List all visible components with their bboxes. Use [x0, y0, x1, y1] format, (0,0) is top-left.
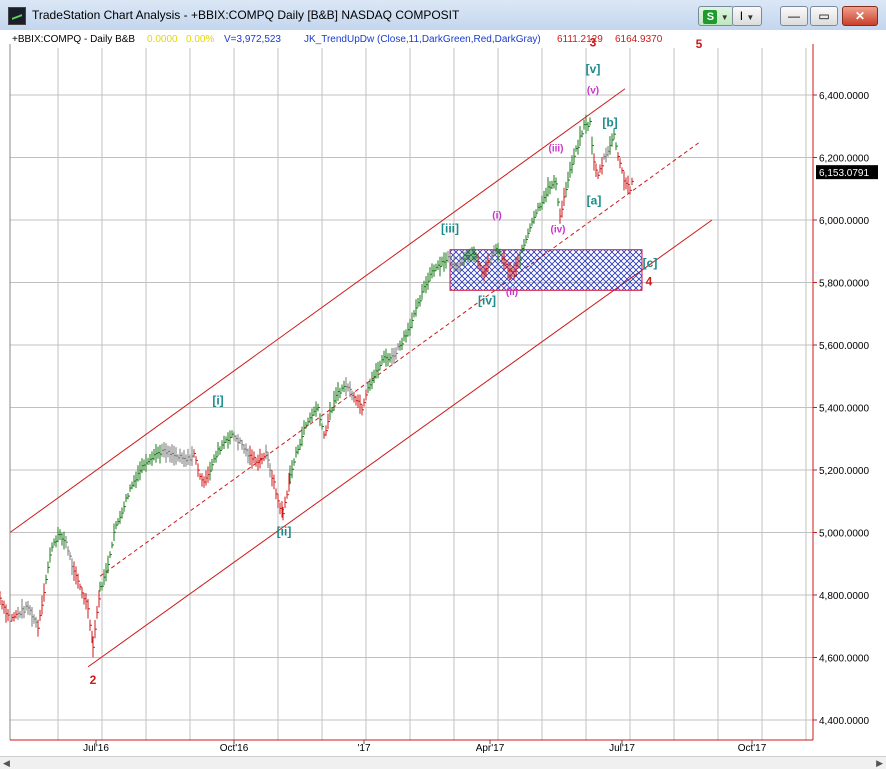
channel-lower-line	[87, 219, 713, 668]
price-tick-label: 4,800.0000	[819, 591, 869, 602]
chart-menu-button[interactable]: I ▼	[732, 6, 762, 26]
wave-label: [a]	[587, 193, 602, 207]
target-zone-box	[449, 249, 643, 291]
wave-labels: 2 3 4 5 [i] [ii] [iii] [iv] [v] [a] [b] [c] (i) (ii) (…	[90, 36, 703, 688]
price-chart[interactable]: 2 3 4 5 [i] [ii] [iii] [iv] [v] [a] [b] [c] (i) (ii) (…	[0, 30, 886, 756]
wave-label: [b]	[602, 115, 617, 129]
price-tick-label: 6,400.0000	[819, 91, 869, 102]
target-zone	[449, 249, 643, 291]
wave-label: (iii)	[549, 143, 564, 154]
chevron-down-icon: ▼	[720, 13, 729, 22]
info-symbol: +BBIX:COMPQ - Daily B&B	[12, 34, 135, 45]
wave-label: (ii)	[506, 287, 518, 298]
wave-label: (i)	[492, 210, 501, 221]
price-tick-label: 6,200.0000	[819, 154, 869, 165]
close-button[interactable]: ✕	[842, 6, 878, 26]
time-tick-label: Oct'16	[220, 743, 249, 754]
wave-label: [iii]	[441, 222, 459, 236]
price-chart-area[interactable]: 2 3 4 5 [i] [ii] [iii] [iv] [v] [a] [b] [c] (i) (ii) (…	[0, 30, 886, 756]
wave-label: 5	[696, 37, 703, 51]
channel-mid-line	[99, 141, 701, 577]
time-tick-label: Jul'16	[83, 743, 109, 754]
tradestation-app-icon	[8, 7, 26, 25]
price-tick-label: 5,200.0000	[819, 466, 869, 477]
last-price-label: 6,153.0791	[819, 168, 869, 179]
wave-label: [v]	[586, 62, 601, 76]
wave-label: 2	[90, 673, 97, 687]
close-icon: ✕	[854, 9, 866, 23]
price-tick-label: 5,800.0000	[819, 279, 869, 290]
channel-upper-line	[9, 88, 626, 533]
s-symbol-button[interactable]: S ▼	[698, 6, 734, 26]
trend-channel	[9, 88, 713, 668]
wave-label: (v)	[587, 85, 599, 96]
price-tick-label: 4,400.0000	[819, 716, 869, 727]
price-tick-label: 6,000.0000	[819, 216, 869, 227]
price-axis: 6,400.0000 6,200.0000 6,000.0000 5,800.0000…	[9, 44, 878, 741]
wave-label: 3	[590, 36, 597, 50]
price-tick-label: 5,400.0000	[819, 404, 869, 415]
price-tick-label: 5,000.0000	[819, 529, 869, 540]
wave-label: [ii]	[277, 525, 292, 539]
wave-label: [i]	[212, 393, 223, 407]
minimize-icon: —	[788, 9, 800, 23]
price-tick-label: 4,600.0000	[819, 654, 869, 665]
wave-label: [c]	[643, 256, 658, 270]
info-value1: 6111.2129	[557, 34, 603, 45]
time-tick-label: Jul'17	[609, 743, 635, 754]
minimize-button[interactable]: —	[780, 6, 808, 26]
maximize-icon: ▭	[818, 9, 830, 23]
title-bar[interactable]: TradeStation Chart Analysis - +BBIX:COMP…	[0, 0, 886, 31]
info-change: 0.0000	[147, 34, 178, 45]
info-pct: 0.00%	[186, 34, 214, 45]
time-tick-label: '17	[357, 743, 370, 754]
wave-label: 4	[646, 275, 653, 289]
price-tick-label: 5,600.0000	[819, 341, 869, 352]
last-price-box	[816, 165, 878, 180]
window-title: TradeStation Chart Analysis - +BBIX:COMP…	[32, 8, 460, 22]
info-value2: 6164.9370	[615, 34, 663, 45]
scroll-left-icon[interactable]: ◀	[3, 758, 10, 768]
horizontal-scrollbar[interactable]: ◀ ▶	[0, 756, 886, 769]
chart-grid	[10, 48, 813, 740]
scroll-right-icon[interactable]: ▶	[876, 758, 883, 768]
wave-label: (iv)	[551, 225, 566, 236]
info-indicator: JK_TrendUpDw (Close,11,DarkGreen,Red,Dar…	[304, 34, 541, 45]
chevron-down-icon: ▼	[746, 13, 755, 22]
time-axis: Jul'16 Oct'16 '17 Apr'17 Jul'17 Oct'17	[83, 740, 767, 754]
time-tick-label: Oct'17	[738, 743, 767, 754]
info-volume: V=3,972,523	[224, 34, 281, 45]
time-tick-label: Apr'17	[476, 743, 505, 754]
price-bars	[0, 114, 634, 658]
wave-label: [iv]	[478, 293, 496, 307]
maximize-button[interactable]: ▭	[810, 6, 838, 26]
